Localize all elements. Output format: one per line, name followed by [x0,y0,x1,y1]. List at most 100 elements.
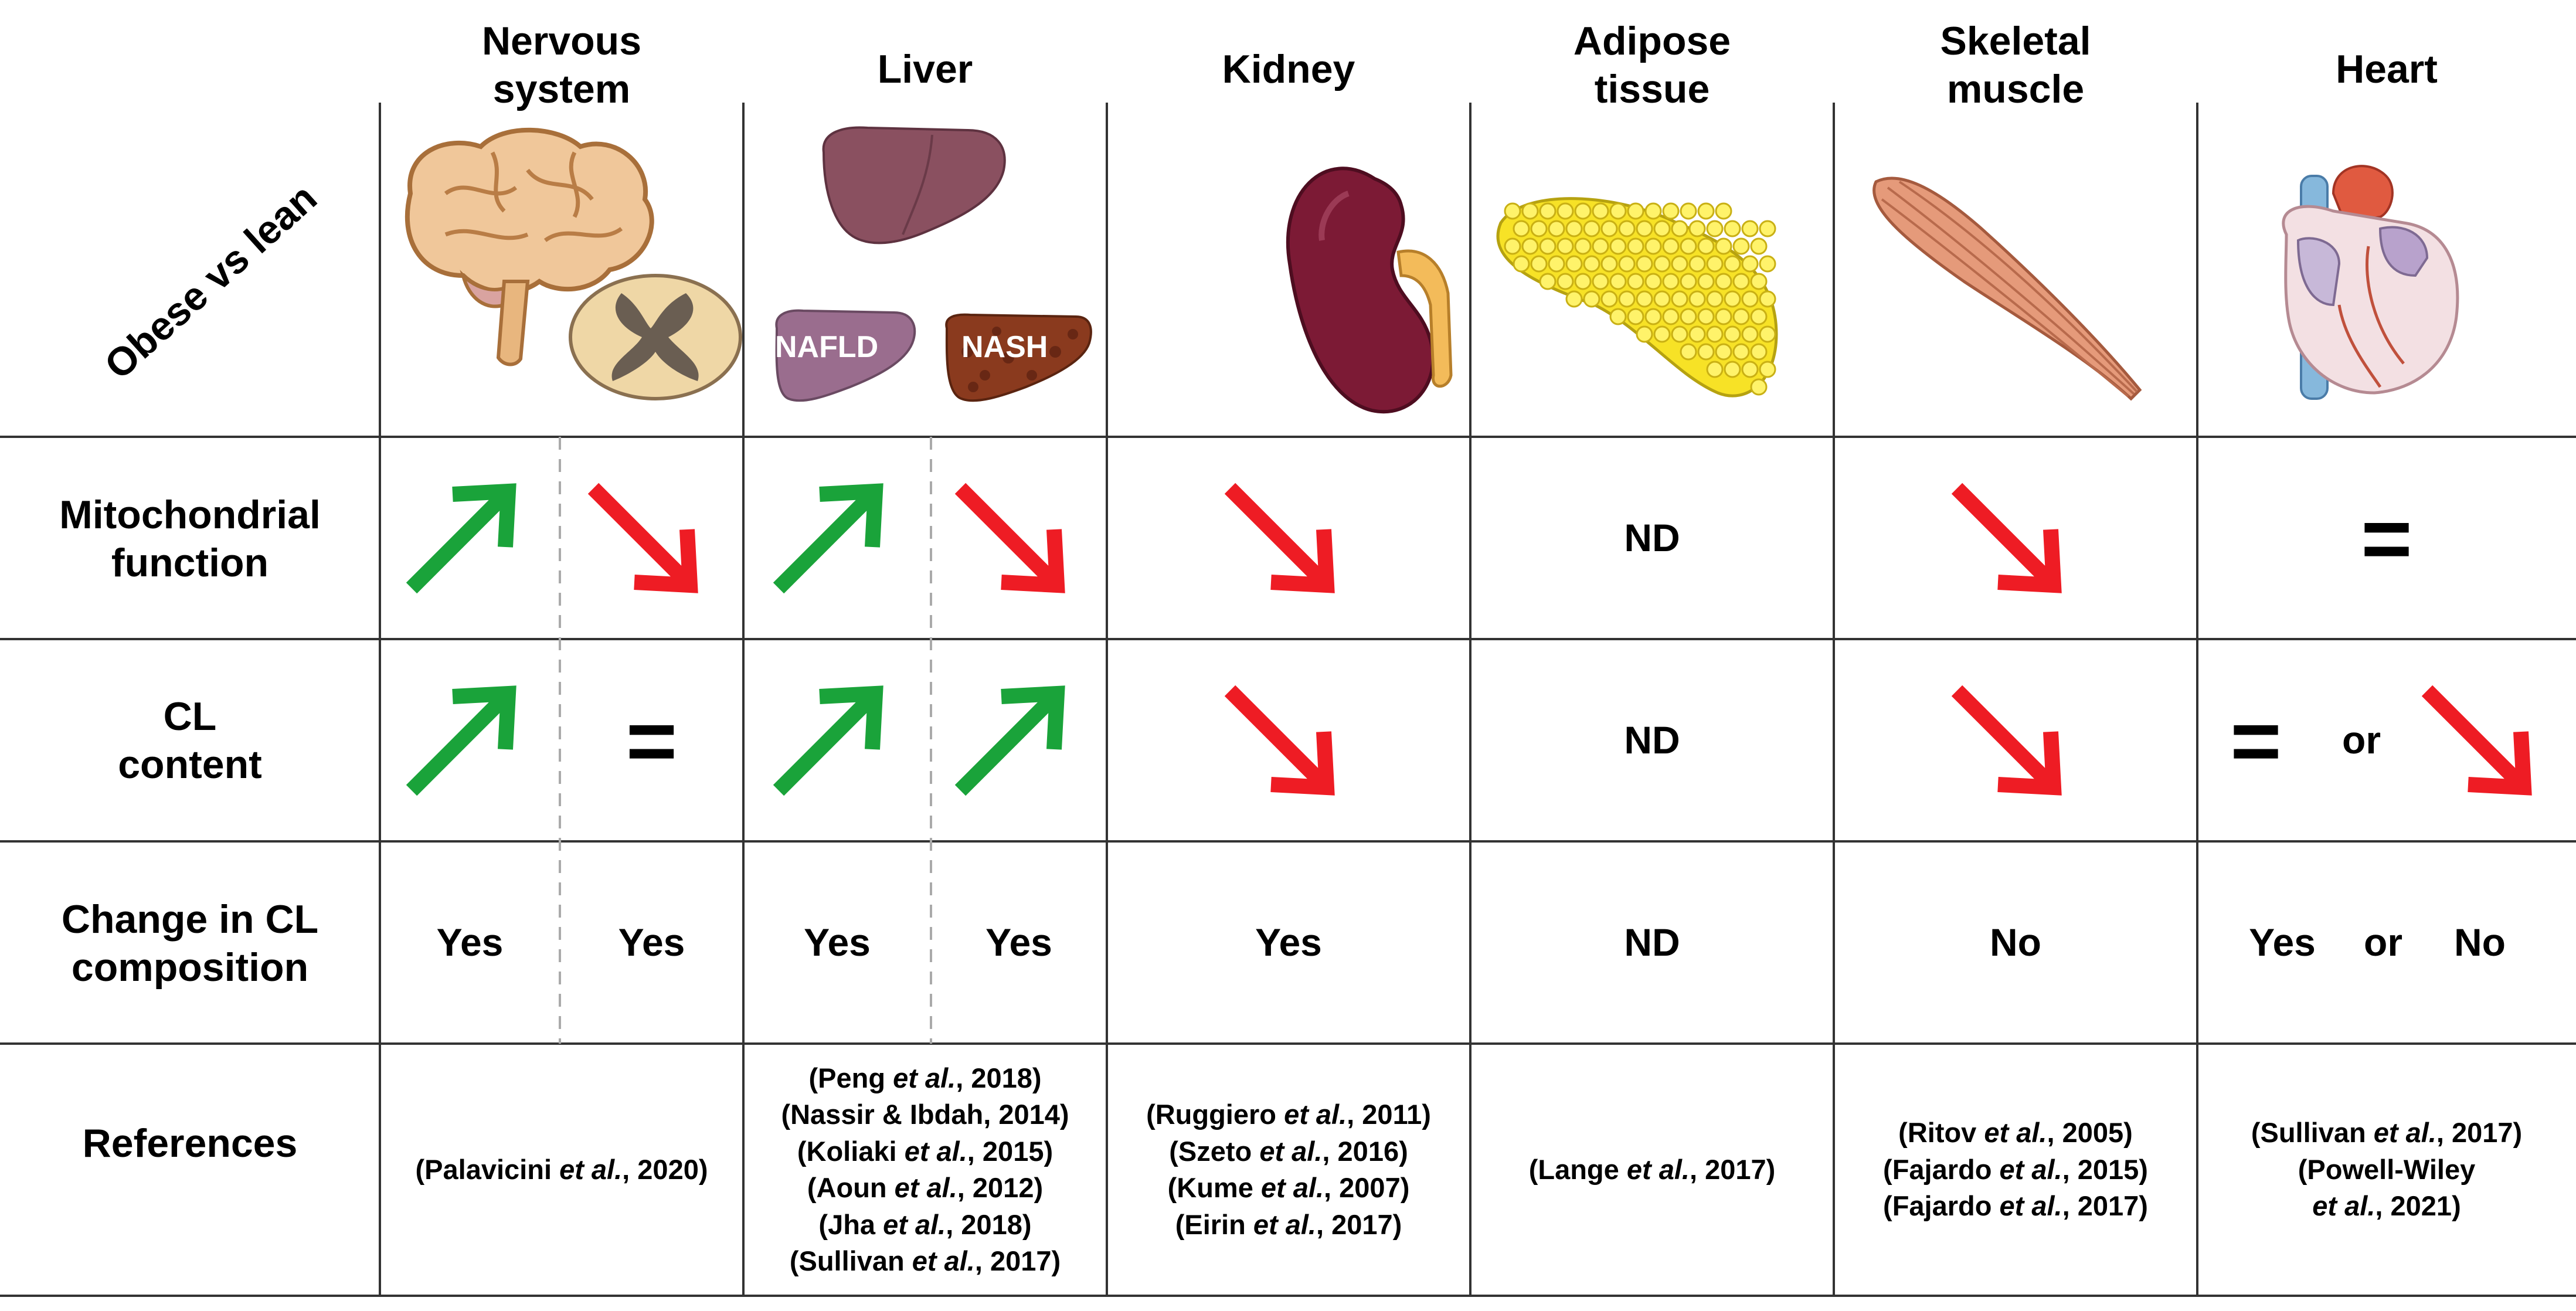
refs-nervous: (Palavicini et al., 2020) [380,1044,743,1296]
adipose-tissue-icon [1496,197,1778,398]
reference-etal: et al. [1253,1208,1316,1240]
muscle-fibers [1881,181,2138,398]
fat-globule [1750,237,1768,255]
cell-cl-heart-eq: = [2197,648,2315,833]
column-header-adipose-line1: Adipose [1573,19,1731,63]
subcolumn-dividers [559,437,932,1044]
reference-etal: et al. [904,1135,967,1167]
reference-etal: et al. [883,1208,946,1240]
brain-icon [405,127,654,366]
reference-year: , 2017) [1316,1208,1402,1240]
refs-kidney: (Ruggiero et al., 2011) (Szeto et al., 20… [1107,1044,1470,1296]
fat-globule [1741,220,1759,237]
arrow-up-icon [406,685,516,796]
fat-globule [1627,273,1644,290]
cell-comp-liver-a: Yes [743,850,931,1035]
reference-entry: (Nassir & Ibdah, 2014) [743,1096,1107,1133]
fat-globule [1644,237,1662,255]
cell-comp-kidney: Yes [1107,850,1470,1035]
reference-author: (Ruggiero [1146,1099,1284,1130]
column-header-muscle-line1: Skeletal [1940,19,2091,63]
arrow-up-icon [954,685,1065,796]
reference-author: (Szeto [1169,1135,1260,1167]
fat-globule [1724,290,1741,308]
cell-comp-nervous-b: Yes [560,850,743,1035]
arrow-down-icon [587,483,698,593]
reference-year: , 2012) [957,1172,1044,1203]
fat-globule [1636,220,1653,237]
reference-author: (Fajardo [1883,1153,2000,1185]
reference-author: (Lange [1528,1153,1627,1185]
arrow-down-icon [1951,685,2062,796]
fat-globule [1759,325,1776,343]
fat-globule [1715,202,1732,220]
fat-globule [1732,237,1750,255]
fat-globule [1644,273,1662,290]
cell-mito-nervous-a [380,446,560,630]
fat-globule [1583,255,1600,273]
row-label-refs-line1: References [82,1121,298,1166]
fat-globule [1680,343,1697,361]
fat-globules [1504,202,1776,396]
cell-cl-adipose: ND [1470,648,1834,833]
column-header-liver: Liver [743,46,1107,94]
reference-author: (Sullivan [789,1245,912,1276]
reference-entry: (Sullivan et al., 2017) [2197,1115,2576,1152]
reference-year: , 2018) [946,1208,1032,1240]
reference-entry: (Koliaki et al., 2015) [743,1133,1107,1170]
reference-etal: et al. [1999,1153,2062,1185]
reference-entry: (Ruggiero et al., 2011) [1107,1096,1470,1133]
column-header-muscle-line2: muscle [1946,66,2085,111]
fat-globule [1680,273,1697,290]
cell-value: or [2342,718,2381,762]
fat-globule [1697,237,1715,255]
fat-globule [1724,220,1741,237]
fat-globule [1732,273,1750,290]
fat-globule [1759,361,1776,378]
reference-author: (Koliaki [797,1135,905,1167]
fat-globule [1671,325,1688,343]
reference-entry: (Fajardo et al., 2015) [1834,1152,2197,1188]
fat-globule [1715,237,1732,255]
fat-globule [1583,290,1600,308]
cell-value: No [1990,920,2041,964]
reference-entry: (Aoun et al., 2012) [743,1170,1107,1207]
fat-globule [1521,237,1539,255]
reference-year: , 2021) [2375,1190,2461,1222]
reference-entry: (Jha et al., 2018) [743,1207,1107,1244]
fat-globule [1715,343,1732,361]
column-header-muscle: Skeletal muscle [1834,18,2197,113]
fat-globule [1636,325,1653,343]
equals-symbol: = [2361,488,2412,587]
row-label-cl-line1: CL [163,694,217,739]
cell-comp-muscle: No [1834,850,2197,1035]
fat-globule [1504,202,1521,220]
cell-value: Yes [1255,920,1322,964]
cell-mito-kidney [1107,446,1470,630]
fat-globule [1539,202,1557,220]
refs-adipose: (Lange et al., 2017) [1470,1044,1834,1296]
cell-mito-heart: = [2197,446,2576,630]
reference-entry: (Lange et al., 2017) [1470,1152,1834,1188]
reference-year: , 2017) [2062,1190,2148,1222]
fat-globule [1557,237,1574,255]
fat-globule [1644,202,1662,220]
column-header-adipose: Adipose tissue [1470,18,1834,113]
arrow-up-icon [773,483,883,593]
cell-comp-heart-or: or [2345,850,2421,1035]
cell-comp-liver-b: Yes [931,850,1107,1035]
reference-entry: (Fajardo et al., 2017) [1834,1188,2197,1225]
row-label-comp: Change in CL composition [0,896,380,991]
column-header-kidney: Kidney [1107,46,1470,94]
fat-globule [1680,237,1697,255]
fat-globule [1706,325,1724,343]
fat-globule [1662,273,1680,290]
fat-globule [1750,273,1768,290]
cell-cl-liver-b [931,648,1107,833]
nafld-label: NAFLD [775,330,879,364]
reference-year: , 2017) [974,1245,1061,1276]
column-header-nervous: Nervous system [380,18,743,113]
fat-globule [1548,255,1565,273]
nash-liver-icon [945,313,1092,402]
row-label-mito-line1: Mitochondrial [59,493,321,537]
